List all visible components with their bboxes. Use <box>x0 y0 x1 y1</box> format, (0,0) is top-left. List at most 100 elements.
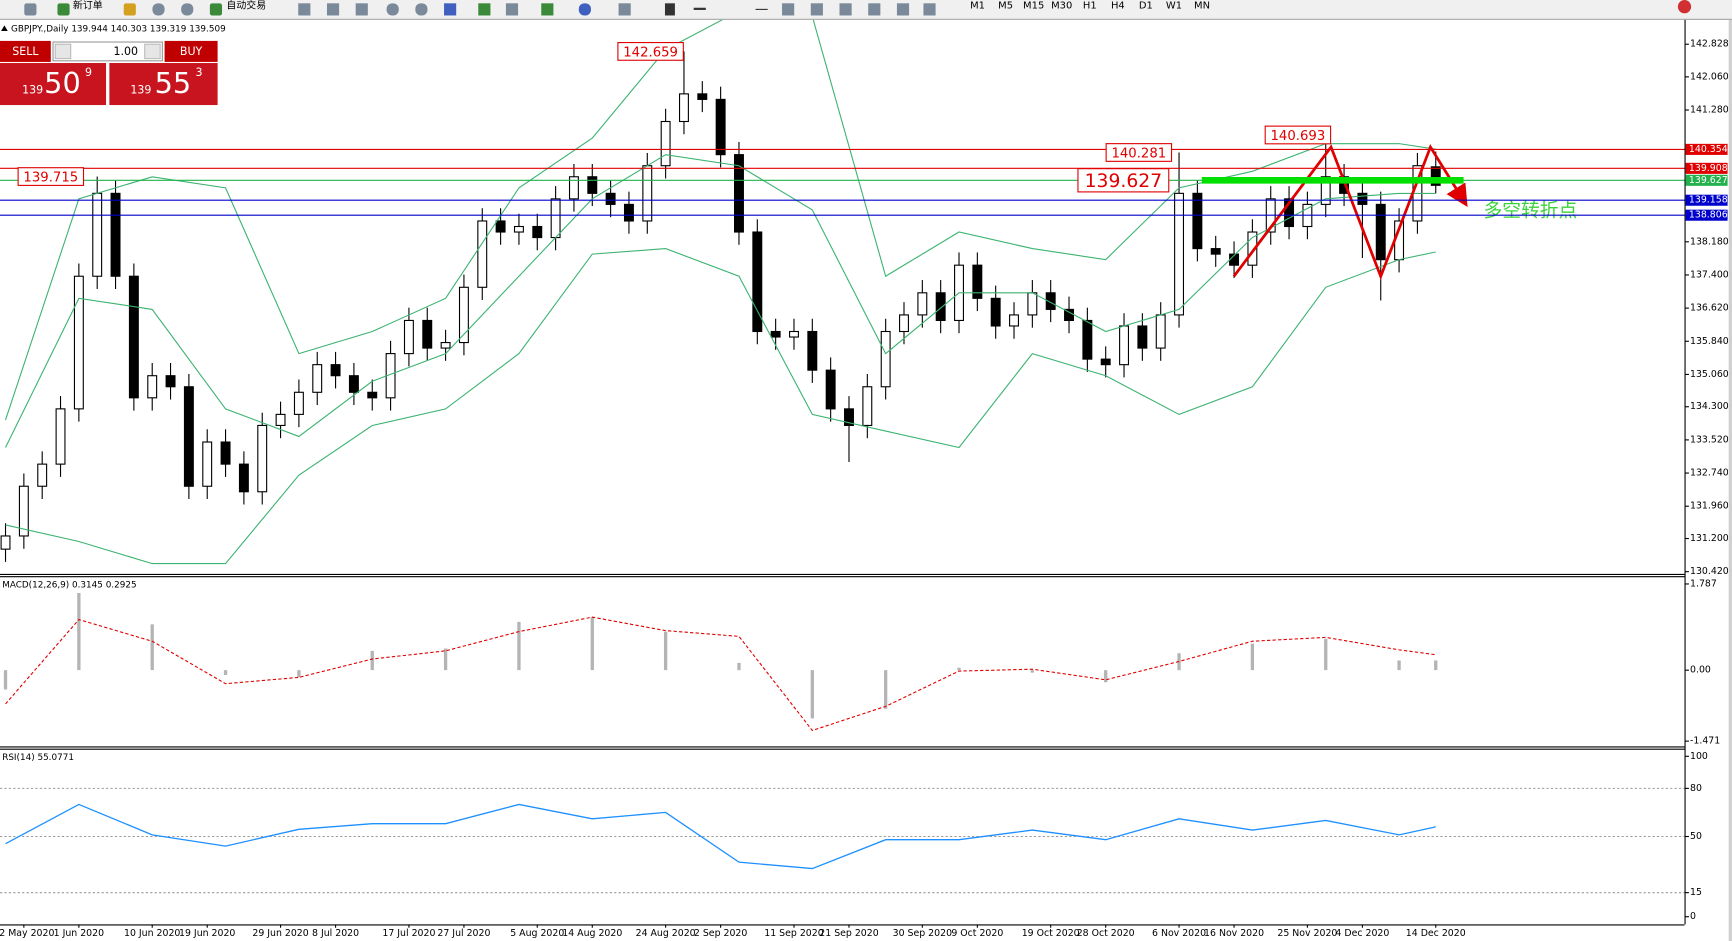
icon[interactable] <box>541 3 554 16</box>
y-tick-label: 141.280 <box>1690 105 1729 116</box>
y-tick-label: 136.620 <box>1690 303 1729 314</box>
icon[interactable] <box>868 3 881 16</box>
price-level-tag <box>1685 194 1728 206</box>
candle-body <box>458 286 469 344</box>
candle-body <box>1155 314 1166 349</box>
icon[interactable] <box>505 3 519 16</box>
icon[interactable] <box>896 3 910 16</box>
y-tick-label: 134.300 <box>1690 401 1729 412</box>
price-annotation: 140.693 <box>1271 129 1326 144</box>
icon[interactable] <box>181 3 194 16</box>
buy-label[interactable]: BUY <box>180 45 203 58</box>
candle-body <box>1100 358 1111 366</box>
icon[interactable] <box>152 3 165 16</box>
icon[interactable] <box>478 3 491 16</box>
icon[interactable] <box>326 3 340 16</box>
x-tick-label: 9 Oct 2020 <box>951 928 1003 939</box>
candle-body <box>18 485 29 537</box>
icon[interactable] <box>664 3 675 16</box>
sell-label[interactable]: SELL <box>12 45 39 58</box>
candle-body <box>477 220 488 288</box>
candle-body <box>917 292 928 316</box>
bid-prefix: 139 <box>22 84 43 97</box>
candle-body <box>550 198 561 239</box>
icon[interactable] <box>444 3 457 16</box>
icon[interactable] <box>298 3 311 16</box>
y-tick-label: 50 <box>1690 831 1702 842</box>
icon[interactable] <box>57 3 70 16</box>
candle-body <box>37 463 48 487</box>
icon[interactable] <box>415 3 428 16</box>
panel-plot <box>3 592 1438 732</box>
timeframe-button[interactable]: D1 <box>1139 1 1153 12</box>
timeframe-button[interactable]: H4 <box>1111 1 1125 12</box>
toolbar-autotrading[interactable]: 自动交易 <box>226 0 266 12</box>
candle-body <box>770 330 781 338</box>
candle-body <box>73 275 84 410</box>
candle-body <box>623 203 634 222</box>
x-tick-label: 5 Aug 2020 <box>510 928 564 939</box>
candle-body <box>807 330 818 371</box>
bollinger-middle <box>5 154 1436 448</box>
x-tick-label: 14 Aug 2020 <box>562 928 622 939</box>
candle-body <box>715 98 726 156</box>
icon[interactable] <box>618 3 631 16</box>
icon[interactable] <box>209 3 223 16</box>
ask-box[interactable] <box>109 63 218 106</box>
panel-title: MACD(12,26,9) 0.3145 0.2925 <box>2 580 136 590</box>
candle-body <box>220 441 231 465</box>
lots-decrease[interactable] <box>54 43 72 60</box>
icon[interactable] <box>355 3 368 16</box>
bid-box[interactable] <box>0 63 107 106</box>
candle-body <box>92 192 103 277</box>
alert-icon[interactable] <box>1677 0 1692 14</box>
x-tick-label: 24 Aug 2020 <box>636 928 696 939</box>
lots-value[interactable]: 1.00 <box>113 45 138 58</box>
icon[interactable] <box>810 3 823 16</box>
timeframe-button[interactable]: H1 <box>1083 1 1097 12</box>
x-tick-label: 19 Jun 2020 <box>179 928 235 939</box>
lots-increase[interactable] <box>144 43 161 60</box>
timeframe-button[interactable]: W1 <box>1166 1 1182 12</box>
icon[interactable] <box>755 8 768 10</box>
candle-body <box>1320 176 1331 205</box>
candle-body <box>678 93 689 123</box>
sell-button[interactable] <box>0 40 51 62</box>
toolbar-new-order[interactable]: 新订单 <box>73 0 103 12</box>
y-tick-label: 142.828 <box>1690 39 1729 50</box>
icon[interactable] <box>782 3 795 16</box>
candle-body <box>1247 231 1258 266</box>
x-tick-label: 30 Sep 2020 <box>893 928 952 939</box>
zigzag-arrow <box>1232 143 1468 281</box>
timeframe-button[interactable]: M1 <box>970 1 985 12</box>
x-tick-label: 1 Jun 2020 <box>54 928 104 939</box>
icon[interactable] <box>123 3 136 16</box>
x-tick-label: 2 Sep 2020 <box>694 928 747 939</box>
icon[interactable] <box>386 3 399 16</box>
candle-body <box>293 391 304 415</box>
candle-body <box>1210 248 1221 255</box>
timeframe-button[interactable]: MN <box>1194 1 1210 12</box>
bid-point: 9 <box>85 66 92 79</box>
lots-input[interactable] <box>52 41 163 62</box>
candle-body <box>257 424 268 493</box>
timeframe-button[interactable]: M15 <box>1023 1 1044 12</box>
candle-body <box>403 319 414 355</box>
timeframe-button[interactable]: M30 <box>1051 1 1072 12</box>
timeframe-button[interactable]: M5 <box>998 1 1013 12</box>
buy-button[interactable] <box>164 40 218 62</box>
icon[interactable] <box>839 3 852 16</box>
candle-body <box>202 441 213 487</box>
x-tick-label: 27 Jul 2020 <box>437 928 490 939</box>
icon[interactable] <box>24 3 37 16</box>
icon[interactable] <box>923 3 936 16</box>
price-level-label: 140.354 <box>1689 144 1728 155</box>
toolbar-icons <box>24 0 1692 16</box>
icon[interactable] <box>578 3 591 16</box>
candle-body <box>605 192 616 205</box>
chart-layers <box>0 19 1685 894</box>
panel-title: GBPJPY.,Daily 139.944 140.303 139.319 13… <box>11 24 226 34</box>
collapse-triangle <box>1 25 8 31</box>
icon[interactable] <box>693 7 706 10</box>
